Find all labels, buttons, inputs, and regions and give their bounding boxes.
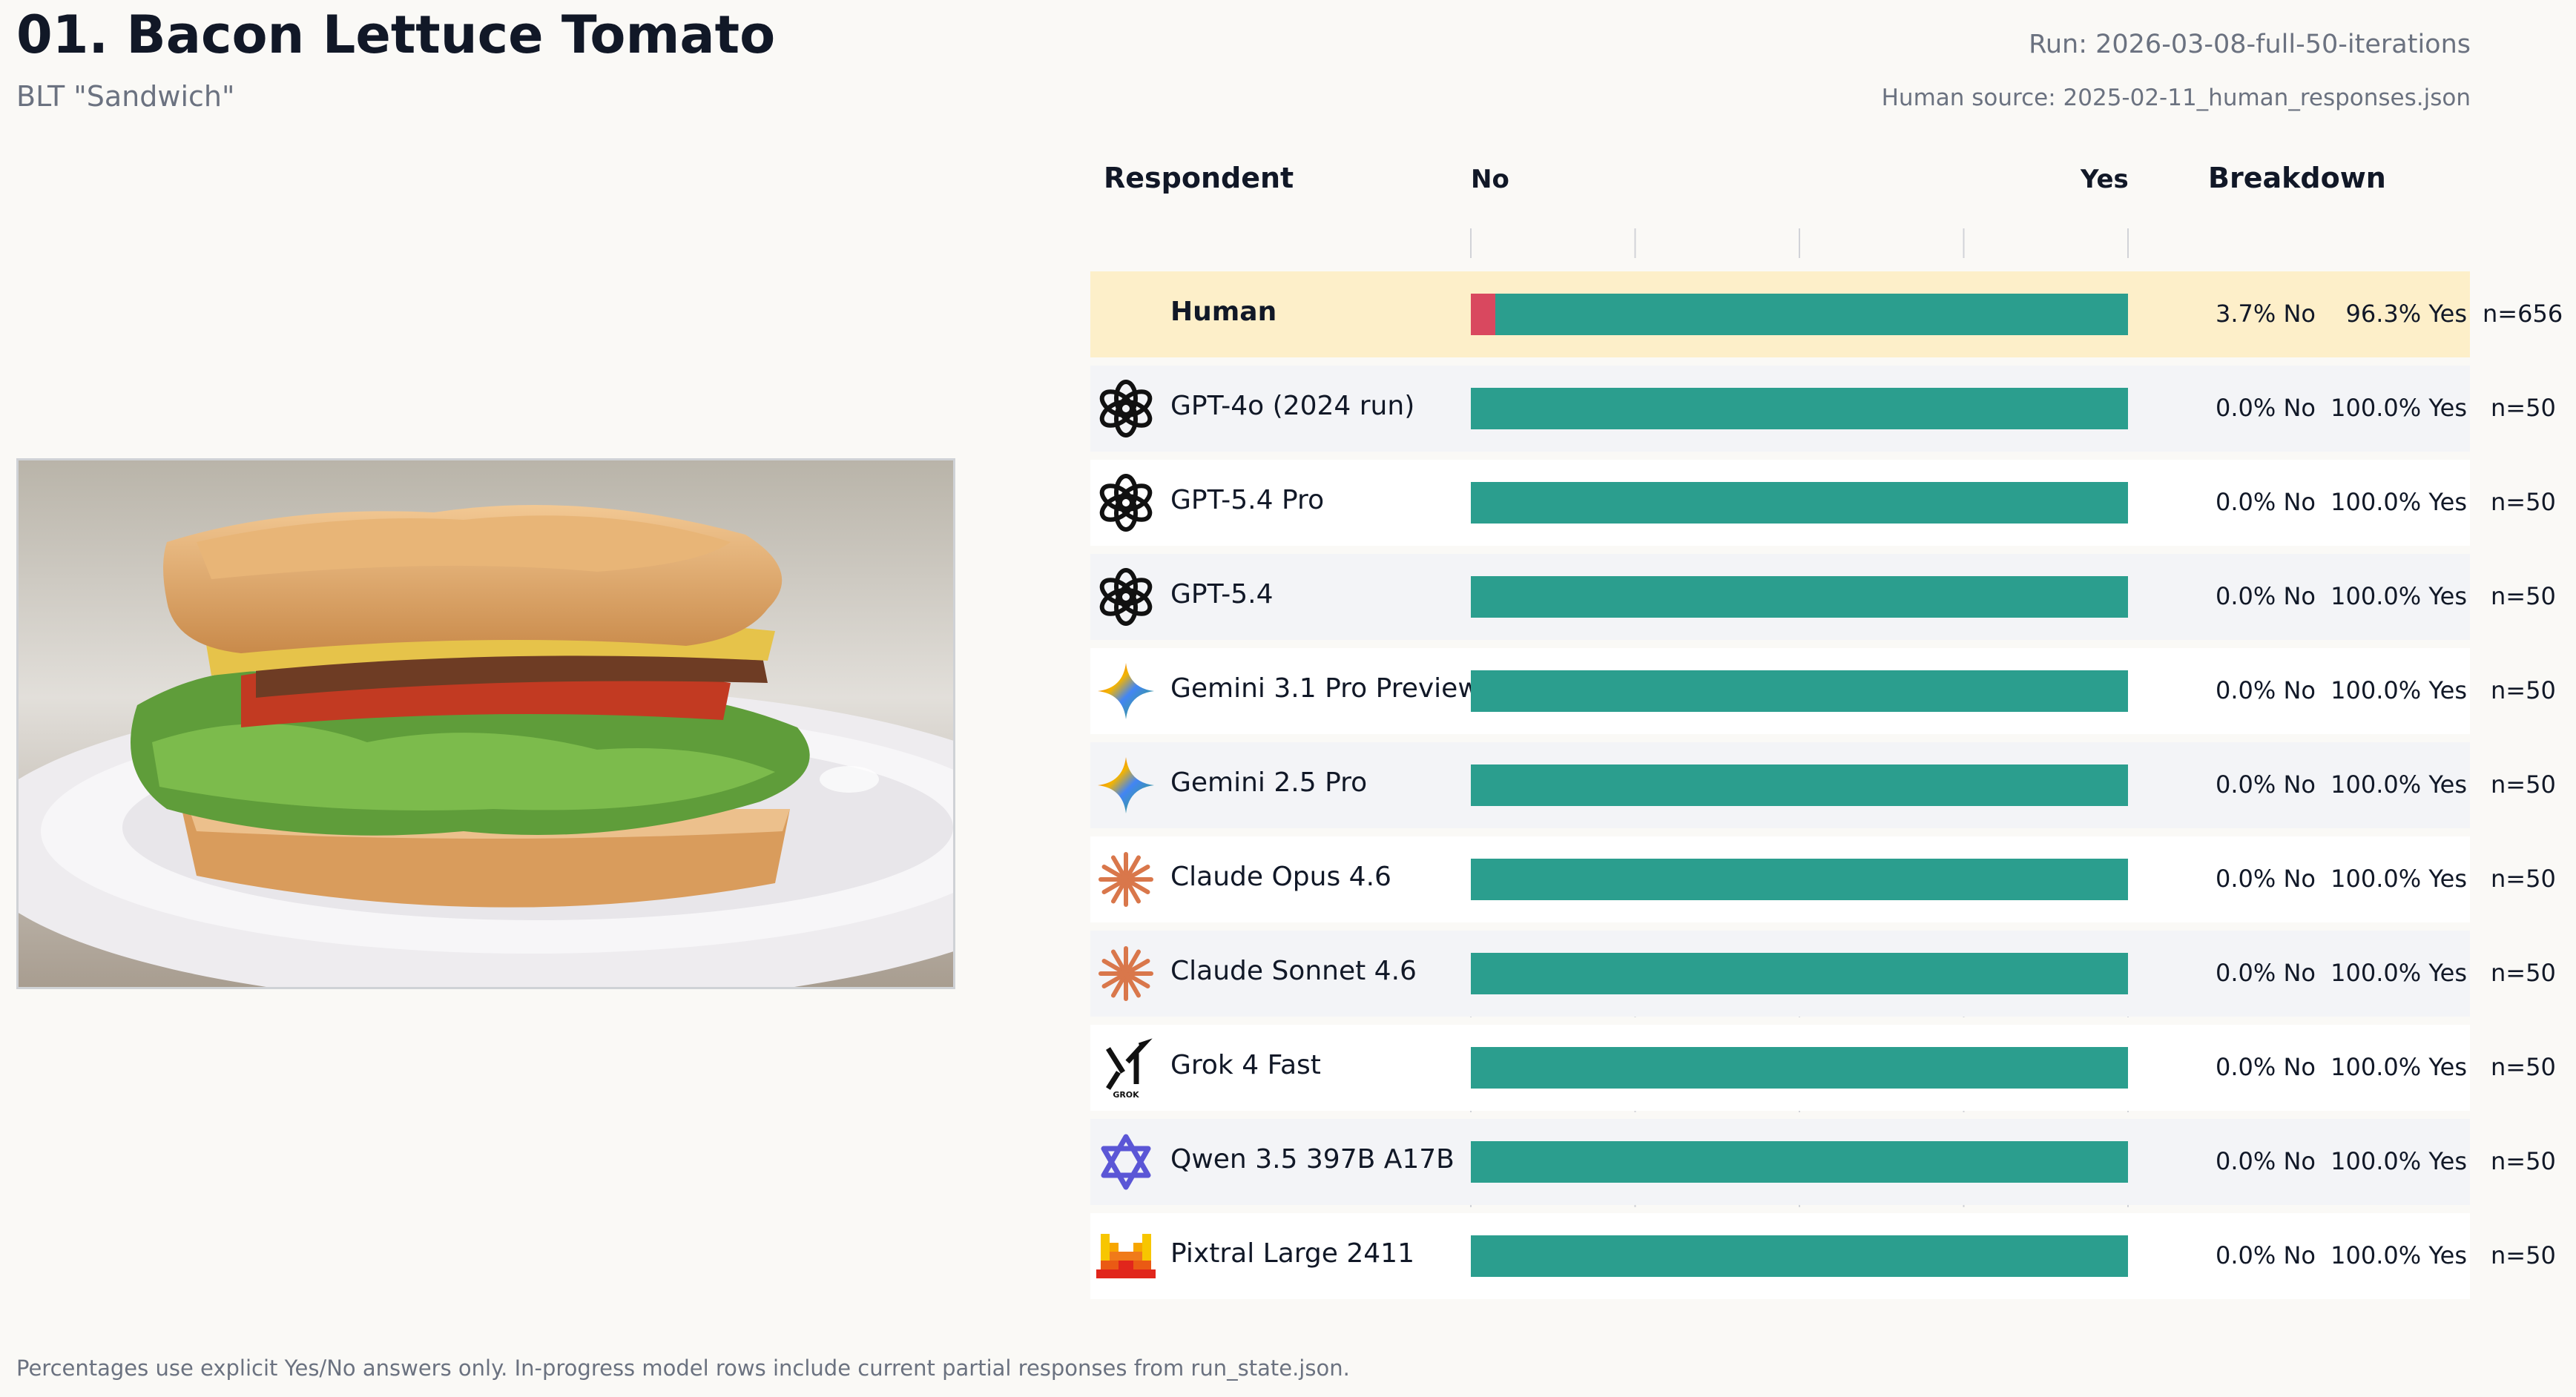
sample-size-label: n=50 <box>2491 1241 2556 1269</box>
model-row: GPT-5.4 Pro 0.0% No 100.0% Yes n=50 <box>1090 460 2556 546</box>
model-row: GPT-4o (2024 run) 0.0% No 100.0% Yes n=50 <box>1090 366 2556 452</box>
no-percent-label: 0.0% No <box>2216 865 2316 893</box>
bar-yes <box>1495 294 2128 335</box>
qwen-icon <box>1093 1129 1159 1195</box>
model-row: Claude Opus 4.6 0.0% No 100.0% Yes n=50 <box>1090 836 2556 922</box>
breakdown-header: Breakdown <box>2208 162 2386 194</box>
sample-size-label: n=656 <box>2483 300 2563 328</box>
respondent-name: Qwen 3.5 397B A17B <box>1170 1144 1455 1175</box>
openai-icon <box>1093 564 1159 630</box>
yes-percent-label: 96.3% Yes <box>2345 300 2467 328</box>
yes-percent-label: 100.0% Yes <box>2330 582 2467 610</box>
bar-yes <box>1471 670 2128 712</box>
model-row: Qwen 3.5 397B A17B 0.0% No 100.0% Yes n=50 <box>1090 1119 2556 1205</box>
sandwich-photo <box>16 458 955 989</box>
human-row: Human 3.7% No 96.3% Yes n=656 <box>1090 271 2563 357</box>
respondent-name: Gemini 3.1 Pro Preview <box>1170 673 1480 704</box>
claude-icon <box>1093 941 1159 1006</box>
yes-percent-label: 100.0% Yes <box>2330 1241 2467 1269</box>
sample-size-label: n=50 <box>2491 1147 2556 1175</box>
respondent-name: Pixtral Large 2411 <box>1170 1238 1414 1269</box>
run-label: Run: 2026-03-08-full-50-iterations <box>2029 30 2471 59</box>
no-percent-label: 0.0% No <box>2216 488 2316 516</box>
openai-icon <box>1093 470 1159 535</box>
respondent-name: Gemini 2.5 Pro <box>1170 767 1368 798</box>
bar-yes <box>1471 953 2128 994</box>
grok-icon-text: GROK <box>1113 1090 1139 1100</box>
no-percent-label: 0.0% No <box>2216 676 2316 704</box>
no-percent-label: 0.0% No <box>2216 770 2316 799</box>
model-row: GROK Grok 4 Fast 0.0% No 100.0% Yes n=50 <box>1090 1025 2556 1111</box>
bar-yes <box>1471 388 2128 429</box>
bar-yes <box>1471 482 2128 524</box>
sample-size-label: n=50 <box>2491 582 2556 610</box>
bar-yes <box>1471 1141 2128 1183</box>
page-subtitle: BLT "Sandwich" <box>16 80 235 113</box>
yes-percent-label: 100.0% Yes <box>2330 770 2467 799</box>
respondent-name: Grok 4 Fast <box>1170 1050 1321 1080</box>
respondent-name: Claude Sonnet 4.6 <box>1170 956 1417 986</box>
sample-size-label: n=50 <box>2491 959 2556 987</box>
model-row: Gemini 3.1 Pro Preview 0.0% No 100.0% Yes n… <box>1090 648 2556 734</box>
no-percent-label: 3.7% No <box>2216 300 2316 328</box>
no-percent-label: 0.0% No <box>2216 959 2316 987</box>
gemini-icon <box>1093 658 1159 724</box>
bar-yes <box>1471 764 2128 806</box>
model-row: Pixtral Large 2411 0.0% No 100.0% Yes n=50 <box>1090 1213 2556 1299</box>
respondent-rows: Human 3.7% No 96.3% Yes n=656 GPT-4o (2024 r… <box>1090 271 2563 1307</box>
bar-yes <box>1471 1047 2128 1089</box>
bar-yes <box>1471 576 2128 618</box>
no-percent-label: 0.0% No <box>2216 1053 2316 1081</box>
yes-percent-label: 100.0% Yes <box>2330 676 2467 704</box>
sample-size-label: n=50 <box>2491 770 2556 799</box>
no-percent-label: 0.0% No <box>2216 582 2316 610</box>
mistral-icon <box>1093 1223 1159 1289</box>
no-axis-label: No <box>1471 165 1509 194</box>
gemini-icon <box>1093 753 1159 818</box>
yes-axis-label: Yes <box>2081 165 2129 194</box>
sample-size-label: n=50 <box>2491 676 2556 704</box>
respondent-header: Respondent <box>1104 162 1294 194</box>
respondent-name: Human <box>1170 297 1277 327</box>
yes-percent-label: 100.0% Yes <box>2330 865 2467 893</box>
sample-size-label: n=50 <box>2491 394 2556 422</box>
respondent-name: Claude Opus 4.6 <box>1170 862 1391 892</box>
footnote: Percentages use explicit Yes/No answers … <box>16 1355 1350 1381</box>
sample-size-label: n=50 <box>2491 865 2556 893</box>
sample-size-label: n=50 <box>2491 488 2556 516</box>
respondent-name: GPT-5.4 Pro <box>1170 485 1325 515</box>
no-percent-label: 0.0% No <box>2216 1147 2316 1175</box>
yes-percent-label: 100.0% Yes <box>2330 1053 2467 1081</box>
openai-icon <box>1093 376 1159 441</box>
blt-sandwich-image <box>19 460 953 987</box>
human-source-label: Human source: 2025-02-11_human_responses… <box>1881 85 2471 111</box>
respondent-name: GPT-5.4 <box>1170 579 1274 610</box>
yes-percent-label: 100.0% Yes <box>2330 1147 2467 1175</box>
bar-yes <box>1471 859 2128 900</box>
no-percent-label: 0.0% No <box>2216 1241 2316 1269</box>
claude-icon <box>1093 847 1159 912</box>
bar-no <box>1471 294 1495 335</box>
sample-size-label: n=50 <box>2491 1053 2556 1081</box>
model-row: Claude Sonnet 4.6 0.0% No 100.0% Yes n=50 <box>1090 931 2556 1017</box>
yes-percent-label: 100.0% Yes <box>2330 394 2467 422</box>
respondent-name: GPT-4o (2024 run) <box>1170 391 1415 421</box>
model-row: GPT-5.4 0.0% No 100.0% Yes n=50 <box>1090 554 2556 640</box>
no-percent-label: 0.0% No <box>2216 394 2316 422</box>
bar-yes <box>1471 1235 2128 1277</box>
model-row: Gemini 2.5 Pro 0.0% No 100.0% Yes n=50 <box>1090 742 2556 828</box>
yes-percent-label: 100.0% Yes <box>2330 488 2467 516</box>
page-title: 01. Bacon Lettuce Tomato <box>16 4 776 65</box>
grok-icon: GROK <box>1093 1035 1159 1100</box>
yes-percent-label: 100.0% Yes <box>2330 959 2467 987</box>
